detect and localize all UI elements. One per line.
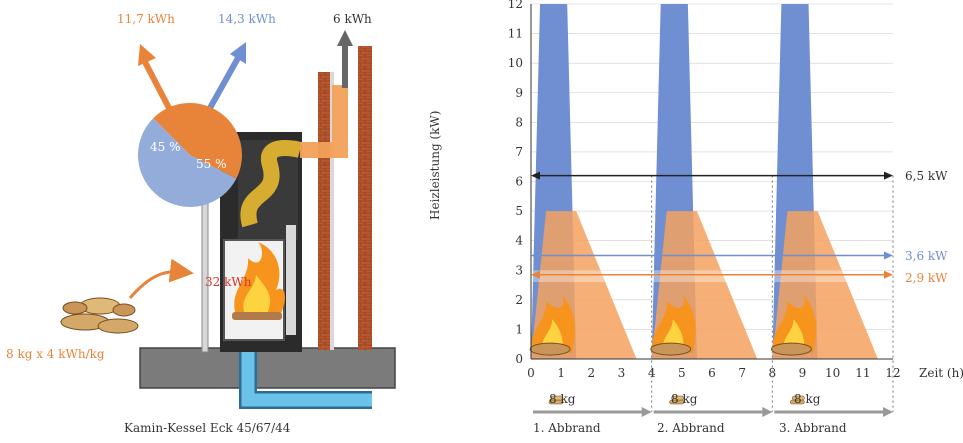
y-tick-label: 3 [515,263,523,277]
y-tick-label: 6 [515,175,523,189]
x-tick-label: 3 [618,366,626,380]
arrow-grey-label: 6 kWh [333,12,372,26]
x-tick-label: 2 [588,366,596,380]
chart-x-axis-label: Zeit (h) [919,366,963,380]
stove-illustration [60,30,396,409]
stove-caption: Kamin-Kessel Eck 45/67/44 [124,421,291,435]
y-tick-label: 11 [508,27,523,41]
burn-2-label: 2. Abbrand [657,421,725,435]
x-tick-label: 1 [557,366,565,380]
fire-icon [650,295,696,356]
burn-3-label: 3. Abbrand [779,421,847,435]
x-tick-label: 4 [648,366,656,380]
y-tick-label: 5 [515,204,523,218]
x-tick-label: 9 [799,366,807,380]
x-tick-label: 0 [527,366,535,380]
heat-air-arrow [142,60,173,112]
x-tick-label: 5 [678,366,686,380]
ref-label-air: 2,9 kW [905,271,948,285]
pie-orange-label: 45 % [150,140,181,154]
fire-icon [529,295,575,356]
wood-log-icon [790,395,805,405]
x-tick-label: 11 [855,366,870,380]
y-tick-label: 8 [515,115,523,129]
fire-icon [770,295,817,356]
fuel-arrow [128,258,194,299]
heat-water-arrow [207,56,241,110]
burn-3-load: 8 kg [794,392,821,406]
chimney-brick-right [358,46,372,350]
wood-label: 8 kg x 4 kWh/kg [6,347,105,361]
burn-2-load: 8 kg [671,392,698,406]
y-tick-label: 4 [515,234,523,248]
y-tick-label: 12 [508,0,523,11]
y-tick-label: 2 [515,293,523,307]
chart-y-axis-label: Heizleistung (kW) [428,110,442,220]
arrow-orange-label: 11,7 kWh [117,12,175,26]
y-tick-label: 10 [508,56,523,70]
fire-icon [232,242,285,320]
pie-blue-label: 55 % [196,157,227,171]
x-tick-label: 8 [769,366,777,380]
y-tick-label: 0 [515,352,523,366]
chimney-brick-left [318,72,330,350]
ref-label-water: 3,6 kW [905,249,948,263]
burn-1-label: 1. Abbrand [533,421,601,435]
arrow-blue-label: 14,3 kWh [218,12,276,26]
pie-slice [137,118,237,208]
wood-log-icon [669,395,684,405]
wood-log-icon [548,395,564,405]
wood-pile-icon [60,297,139,334]
x-tick-label: 12 [885,366,900,380]
water-pipe [241,352,372,407]
x-tick-label: 10 [825,366,840,380]
x-tick-label: 6 [708,366,716,380]
y-tick-label: 1 [515,322,523,336]
y-tick-label: 9 [515,86,523,100]
floor-slab [139,347,396,389]
pie-slice [153,103,242,179]
burn-1-load: 8 kg [549,392,576,406]
ref-label-total: 6,5 kW [905,169,948,183]
energy-split-pie [137,103,242,208]
x-tick-label: 7 [738,366,746,380]
y-tick-label: 7 [515,145,523,159]
fire-energy-label: 32 kWh [205,275,252,289]
